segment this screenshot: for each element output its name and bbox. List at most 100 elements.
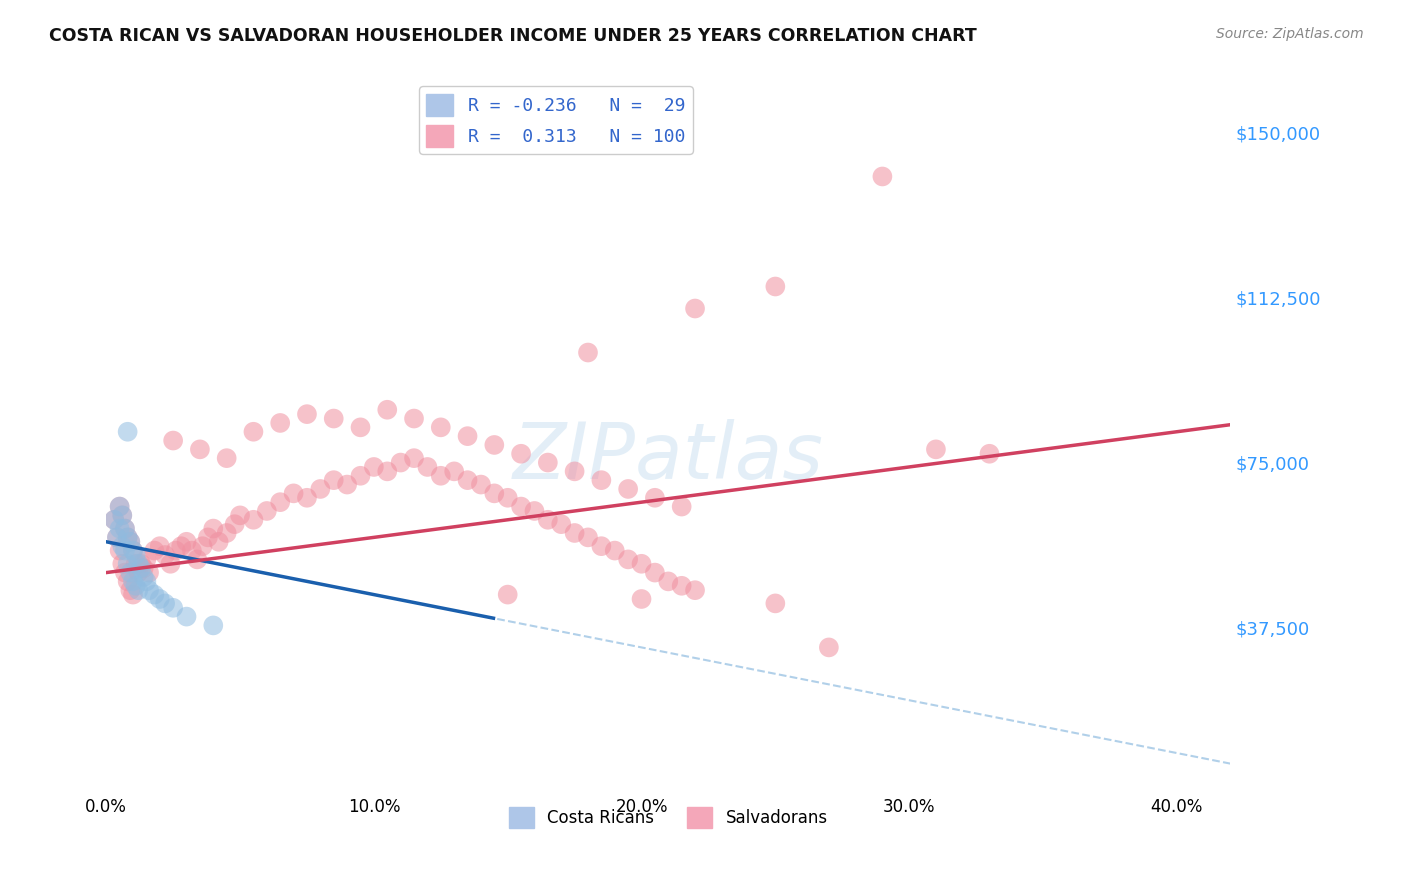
Point xyxy=(443,464,465,478)
Point xyxy=(309,482,332,496)
Point xyxy=(979,447,1001,461)
Point xyxy=(763,596,786,610)
Point xyxy=(818,640,841,655)
Point xyxy=(256,504,278,518)
Point xyxy=(224,517,246,532)
Point xyxy=(242,425,264,439)
Point xyxy=(430,468,453,483)
Point xyxy=(114,522,136,536)
Point xyxy=(132,570,155,584)
Point xyxy=(925,442,948,457)
Point xyxy=(322,473,344,487)
Point xyxy=(416,459,439,474)
Point xyxy=(617,552,640,566)
Point xyxy=(202,522,225,536)
Point xyxy=(124,557,146,571)
Point xyxy=(375,402,398,417)
Point xyxy=(295,407,318,421)
Point xyxy=(229,508,252,523)
Point xyxy=(763,279,786,293)
Point xyxy=(117,574,139,589)
Point xyxy=(143,543,166,558)
Point xyxy=(484,486,506,500)
Point xyxy=(120,566,142,580)
Point xyxy=(120,534,142,549)
Point xyxy=(402,411,425,425)
Point xyxy=(644,566,666,580)
Point xyxy=(191,539,214,553)
Point xyxy=(683,301,706,316)
Point xyxy=(162,600,184,615)
Point xyxy=(630,592,652,607)
Point xyxy=(496,491,519,505)
Point xyxy=(295,491,318,505)
Point xyxy=(375,464,398,478)
Point xyxy=(111,508,134,523)
Point xyxy=(170,539,193,553)
Point xyxy=(363,459,385,474)
Point xyxy=(591,473,613,487)
Point xyxy=(122,543,145,558)
Point xyxy=(127,583,149,598)
Point xyxy=(165,543,187,558)
Point xyxy=(114,543,136,558)
Point xyxy=(114,522,136,536)
Point xyxy=(108,500,131,514)
Point xyxy=(135,552,157,566)
Point xyxy=(129,561,152,575)
Point xyxy=(510,500,533,514)
Point xyxy=(523,504,546,518)
Point xyxy=(197,530,219,544)
Point xyxy=(671,579,693,593)
Point xyxy=(117,530,139,544)
Point xyxy=(683,583,706,598)
Point xyxy=(269,495,291,509)
Point xyxy=(644,491,666,505)
Text: COSTA RICAN VS SALVADORAN HOUSEHOLDER INCOME UNDER 25 YEARS CORRELATION CHART: COSTA RICAN VS SALVADORAN HOUSEHOLDER IN… xyxy=(49,27,977,45)
Point xyxy=(153,548,176,562)
Point xyxy=(349,420,371,434)
Point xyxy=(657,574,679,589)
Point xyxy=(108,522,131,536)
Point xyxy=(122,588,145,602)
Legend: Costa Ricans, Salvadorans: Costa Ricans, Salvadorans xyxy=(502,801,835,834)
Point xyxy=(402,451,425,466)
Point xyxy=(564,464,586,478)
Point xyxy=(322,411,344,425)
Point xyxy=(617,482,640,496)
Point xyxy=(603,543,626,558)
Point xyxy=(120,583,142,598)
Point xyxy=(149,539,172,553)
Point xyxy=(496,588,519,602)
Point xyxy=(180,543,202,558)
Point xyxy=(269,416,291,430)
Point xyxy=(111,508,134,523)
Point xyxy=(550,517,572,532)
Point xyxy=(117,425,139,439)
Point xyxy=(186,552,208,566)
Point xyxy=(389,456,412,470)
Point xyxy=(349,468,371,483)
Point xyxy=(122,543,145,558)
Point xyxy=(283,486,305,500)
Point xyxy=(159,557,181,571)
Point xyxy=(671,500,693,514)
Text: ZIPatlas: ZIPatlas xyxy=(513,418,824,494)
Point xyxy=(122,574,145,589)
Point xyxy=(215,526,238,541)
Point xyxy=(117,530,139,544)
Point xyxy=(127,557,149,571)
Point xyxy=(208,534,231,549)
Point xyxy=(162,434,184,448)
Point xyxy=(537,456,560,470)
Point xyxy=(336,477,359,491)
Point xyxy=(135,574,157,589)
Point xyxy=(564,526,586,541)
Point xyxy=(176,609,198,624)
Point xyxy=(202,618,225,632)
Point xyxy=(124,579,146,593)
Point xyxy=(188,442,211,457)
Point xyxy=(111,539,134,553)
Point xyxy=(138,583,160,598)
Point xyxy=(120,534,142,549)
